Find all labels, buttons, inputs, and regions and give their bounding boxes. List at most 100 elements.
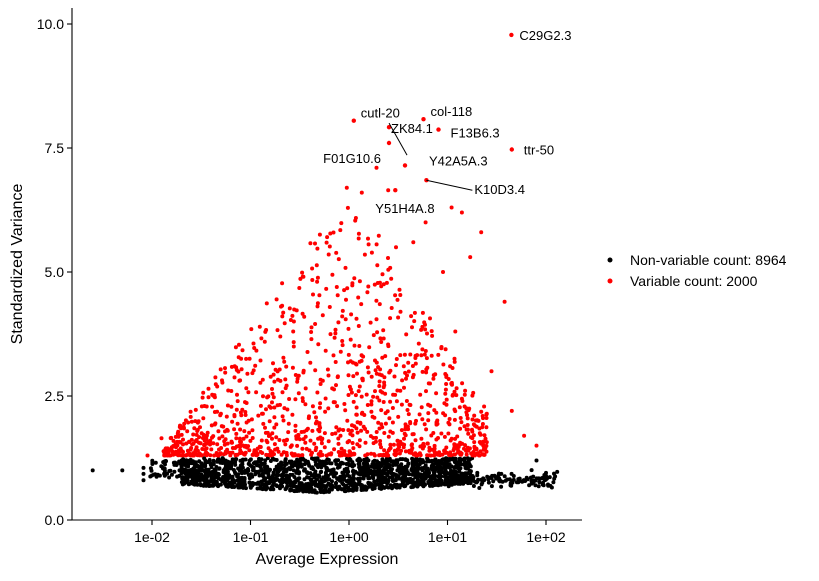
point-non-variable: [305, 459, 310, 464]
point-variable: [279, 304, 283, 309]
point-variable: [243, 410, 248, 414]
point-variable: [324, 286, 329, 291]
point-variable: [405, 408, 410, 412]
point-variable: [453, 452, 457, 457]
point-non-variable: [381, 467, 386, 472]
point-variable: [359, 302, 364, 307]
point-variable: [398, 309, 403, 314]
point-non-variable: [532, 479, 536, 484]
point-variable: [254, 390, 259, 395]
point-non-variable: [221, 468, 226, 473]
point-variable: [352, 276, 357, 281]
point-variable: [265, 395, 270, 400]
point-variable: [427, 448, 432, 453]
point-non-variable: [360, 483, 364, 488]
point-variable: [376, 233, 381, 238]
point-non-variable: [339, 477, 343, 482]
point-label: K10D3.4: [474, 182, 525, 197]
point-non-variable: [187, 481, 192, 486]
point-variable: [194, 432, 199, 437]
point-non-variable: [540, 482, 545, 487]
point-non-variable: [475, 470, 480, 475]
point-non-variable: [186, 472, 190, 477]
point-variable: [270, 391, 275, 396]
point-non-variable: [307, 487, 312, 491]
point-variable: [334, 383, 338, 388]
point-variable: [258, 380, 263, 385]
point-non-variable: [364, 469, 369, 474]
point-non-variable: [491, 479, 496, 484]
point-variable: [374, 242, 379, 247]
point-variable: [398, 439, 403, 444]
point-variable: [381, 336, 386, 341]
point-variable: [295, 443, 300, 448]
legend-marker-non-variable: [607, 257, 613, 263]
point-variable: [436, 436, 440, 440]
point-variable: [293, 373, 298, 377]
point-variable: [270, 400, 274, 405]
point-variable: [357, 444, 362, 449]
point-variable: [334, 425, 339, 430]
point-variable: [374, 317, 379, 322]
point-non-variable: [206, 482, 211, 487]
point-non-variable: [334, 462, 339, 466]
point-variable: [192, 426, 197, 431]
point-non-variable: [299, 464, 304, 469]
point-non-variable: [364, 457, 369, 462]
point-variable: [310, 450, 314, 455]
point-variable: [240, 348, 245, 353]
point-variable: [339, 221, 344, 226]
point-variable: [471, 433, 476, 438]
point-non-variable: [296, 460, 301, 465]
point-variable: [281, 355, 286, 360]
point-non-variable: [537, 480, 542, 485]
point-variable: [281, 418, 286, 423]
point-variable: [453, 436, 458, 441]
point-variable: [422, 444, 426, 449]
point-non-variable: [182, 481, 187, 486]
point-non-variable: [288, 482, 293, 487]
point-non-variable: [388, 459, 393, 463]
point-variable: [452, 417, 457, 422]
point-non-variable: [284, 486, 289, 491]
point-variable: [296, 391, 301, 396]
point-variable: [369, 402, 374, 407]
point-non-variable: [354, 486, 359, 490]
point-variable: [338, 433, 343, 438]
point-variable: [293, 423, 298, 428]
point-non-variable: [392, 459, 397, 464]
point-variable: [288, 318, 293, 322]
point-variable: [365, 452, 370, 457]
point-non-variable: [371, 459, 376, 464]
point-variable: [366, 236, 370, 241]
point-non-variable: [443, 460, 448, 465]
point-variable: [452, 359, 457, 364]
point-variable: [379, 284, 384, 289]
point-variable: [354, 412, 359, 417]
point-non-variable: [293, 480, 298, 485]
point-variable: [246, 390, 251, 395]
point-non-variable: [418, 481, 423, 486]
x-tick-label: 1e+00: [329, 529, 369, 545]
point-variable: [400, 378, 405, 383]
point-non-variable: [155, 472, 160, 477]
point-variable: [317, 232, 322, 237]
point-variable: [346, 326, 351, 331]
point-non-variable: [390, 479, 395, 483]
point-variable: [278, 334, 283, 339]
point-variable: [331, 400, 336, 405]
point-non-variable: [451, 456, 456, 461]
point-non-variable: [237, 476, 242, 480]
point-variable: [314, 263, 319, 268]
point-variable: [245, 371, 250, 376]
point-variable: [213, 375, 218, 380]
point-variable: [236, 369, 241, 374]
point-non-variable: [370, 473, 375, 478]
point-variable: [320, 453, 325, 457]
point-variable: [301, 368, 306, 373]
point-variable: [330, 432, 335, 436]
point-variable: [235, 421, 240, 426]
point-variable: [361, 354, 366, 359]
point-non-variable: [388, 467, 393, 471]
point-variable: [422, 422, 427, 427]
